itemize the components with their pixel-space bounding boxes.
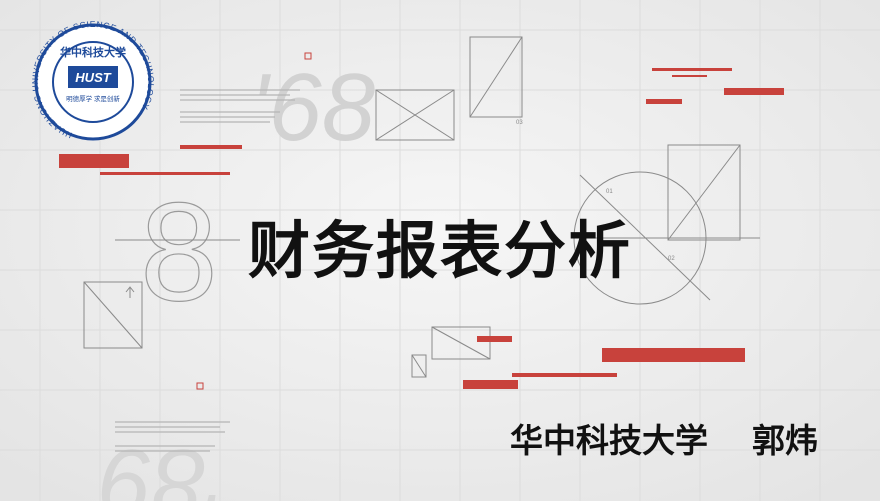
wireframes <box>83 36 760 390</box>
logo-abbr: HUST <box>75 70 111 85</box>
markers: 01 02 03 <box>516 120 675 262</box>
author: 郭炜 <box>752 422 818 459</box>
fine-print <box>115 89 300 452</box>
logo-motto: 明德厚学 求是创新 <box>66 94 120 103</box>
logo-name: 华中科技大学 <box>60 45 126 59</box>
school: 华中科技大学 <box>510 422 708 459</box>
decor-numeral: '68 <box>250 54 375 161</box>
slide-title: 财务报表分析 <box>248 217 632 286</box>
marker: 03 <box>516 120 523 126</box>
decor-numeral: '89 <box>100 429 225 501</box>
red-bars <box>59 68 784 389</box>
marker: 02 <box>668 256 675 262</box>
decor-numeral: 8 <box>140 173 218 330</box>
marker: 01 <box>606 189 613 195</box>
logo: HUAZHONG UNIVERSITY OF SCIENCE AND TECHN… <box>30 19 156 141</box>
